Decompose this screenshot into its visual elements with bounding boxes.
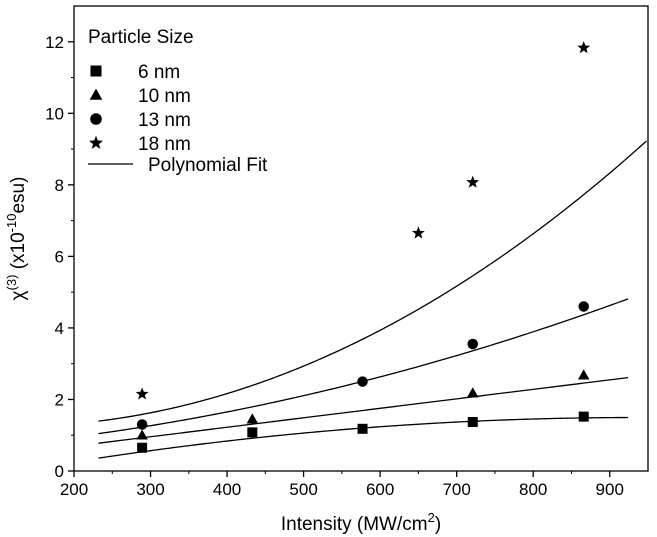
- marker-triangle: [136, 429, 148, 440]
- marker-circle: [357, 376, 368, 387]
- fit-curve-13-nm: [98, 298, 629, 435]
- legend-label: 18 nm: [138, 134, 191, 155]
- y-tick-label: 6: [55, 247, 64, 266]
- legend-fit-label: Polynomial Fit: [148, 155, 268, 176]
- x-tick-label: 400: [213, 480, 241, 499]
- y-tick-label: 4: [55, 319, 64, 338]
- legend-label: 13 nm: [138, 110, 191, 131]
- fit-curve-10-nm: [98, 376, 629, 444]
- x-tick-label: 200: [60, 480, 88, 499]
- y-axis-ticks: 0 2 4 6 8 10 12: [45, 33, 74, 481]
- marker-circle: [90, 113, 102, 125]
- y-tick-label: 12: [45, 33, 64, 52]
- marker-circle: [467, 338, 478, 350]
- marker-triangle: [466, 387, 479, 398]
- marker-star: [88, 135, 104, 150]
- x-tick-label: 700: [442, 480, 470, 499]
- y-tick-label: 8: [55, 176, 64, 195]
- marker-circle: [136, 419, 148, 430]
- x-axis-ticks: 200 300 400 500 600 700 800 900: [60, 471, 624, 499]
- x-tick-label: 500: [289, 480, 317, 499]
- marker-square: [90, 65, 102, 77]
- marker-triangle: [89, 88, 103, 100]
- legend-title: Particle Size: [88, 27, 194, 48]
- marker-star: [411, 226, 425, 239]
- fit-curves: [98, 140, 647, 459]
- marker-triangle: [577, 369, 590, 380]
- marker-star: [466, 175, 480, 188]
- x-axis-label: Intensity (MW/cm2): [281, 510, 441, 535]
- x-tick-label: 800: [519, 480, 547, 499]
- marker-circle: [578, 301, 589, 312]
- marker-square: [247, 427, 258, 438]
- marker-star: [577, 41, 591, 54]
- legend-items: 6 nm 10 nm 13 nm 18 nm: [88, 62, 191, 155]
- fit-curve-18-nm: [98, 140, 647, 422]
- legend: Particle Size 6 nm 10 nm 13 nm 18 nm Polyno…: [88, 27, 268, 176]
- y-axis-label: χ(3) (x10-10esu): [4, 177, 29, 301]
- legend-label: 6 nm: [138, 62, 180, 83]
- data-markers: [135, 41, 591, 453]
- y-tick-label: 2: [55, 390, 64, 409]
- plot-frame: [73, 5, 649, 472]
- x-tick-label: 300: [136, 480, 164, 499]
- x-tick-label: 600: [366, 480, 394, 499]
- marker-square: [578, 411, 589, 422]
- y-tick-label: 10: [45, 104, 64, 123]
- marker-square: [137, 442, 148, 453]
- legend-label: 10 nm: [138, 86, 191, 107]
- marker-triangle: [246, 413, 259, 424]
- x-tick-label: 900: [596, 480, 624, 499]
- marker-square: [467, 416, 478, 427]
- fit-curve-6-nm: [98, 416, 629, 459]
- marker-star: [135, 387, 149, 400]
- marker-square: [357, 423, 368, 434]
- y-tick-label: 0: [55, 462, 64, 481]
